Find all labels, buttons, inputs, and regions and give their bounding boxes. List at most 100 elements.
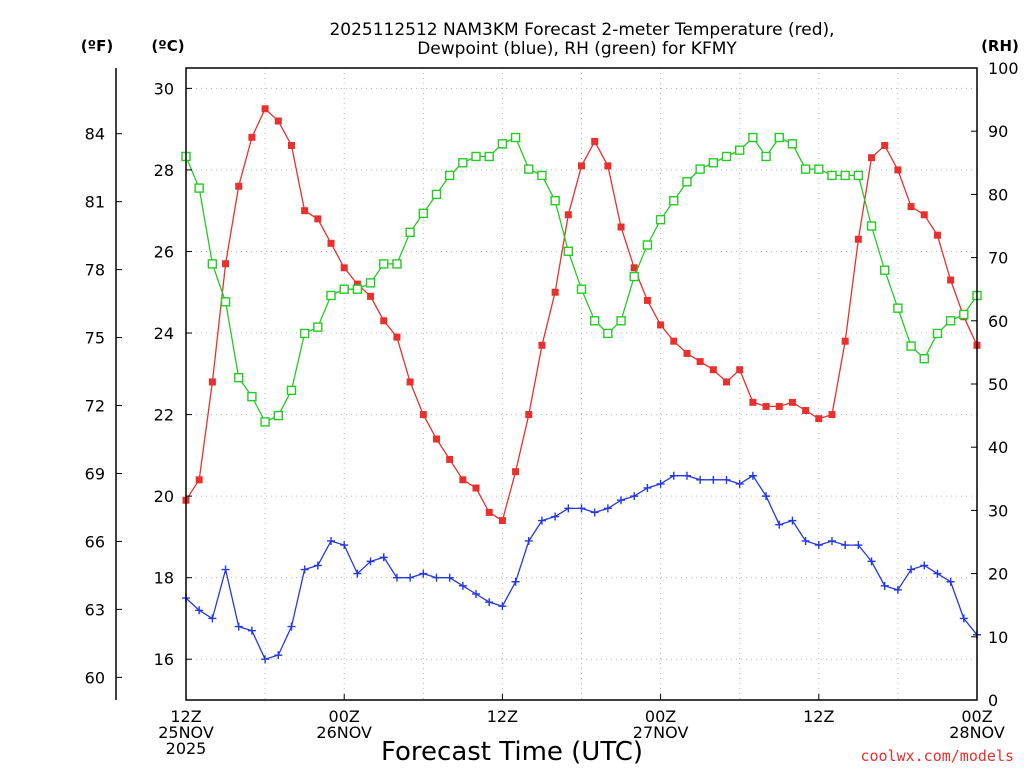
dewpoint-point	[327, 536, 336, 545]
x-tick-label: 2025	[166, 739, 207, 758]
dewpoint-point	[946, 577, 955, 586]
temperature-point	[393, 333, 401, 341]
rh-point	[827, 170, 837, 181]
dewpoint-point	[300, 565, 309, 574]
rh-point	[220, 297, 231, 307]
dewpoint-point	[617, 496, 626, 505]
temperature-point	[907, 203, 915, 211]
rh-point	[352, 284, 363, 294]
rh-point	[800, 164, 811, 174]
dewpoint-point	[524, 536, 533, 545]
temperature-point	[815, 415, 823, 423]
temperature-point	[762, 402, 770, 410]
rh-point	[774, 132, 784, 143]
fahrenheit-tick-label: 60	[85, 668, 105, 687]
dewpoint-point	[841, 541, 850, 550]
dewpoint-point	[432, 573, 441, 582]
rh-point	[247, 391, 257, 402]
temperature-point	[854, 235, 862, 243]
rh-line	[185, 136, 978, 423]
dewpoint-point	[472, 589, 481, 598]
temperature-point	[459, 476, 467, 484]
temperature-point	[881, 141, 889, 149]
temperature-point	[788, 398, 796, 406]
rh-point	[721, 151, 732, 162]
temperature-point	[564, 211, 572, 219]
temperature-point	[723, 378, 731, 386]
celsius-tick-label: 18	[154, 569, 174, 588]
rh-point	[906, 341, 916, 351]
temperature-point	[235, 182, 243, 190]
rh-point	[339, 284, 349, 294]
dewpoint-point	[261, 655, 270, 664]
rh-point	[313, 322, 323, 332]
rh-point	[299, 328, 310, 339]
temperature-point	[657, 321, 665, 329]
temperature-point	[617, 223, 625, 231]
temperature-point	[670, 337, 678, 345]
rh-point	[576, 284, 587, 294]
fahrenheit-tick-label: 75	[85, 329, 105, 348]
dewpoint-point	[748, 471, 757, 480]
rh-point	[273, 410, 283, 421]
celsius-tick-label: 30	[154, 79, 174, 98]
temperature-point	[709, 366, 717, 374]
temperature-point	[643, 296, 651, 304]
dewpoint-point	[827, 536, 836, 545]
dewpoint-point	[959, 614, 968, 623]
rh-point	[379, 259, 389, 269]
rh-point	[880, 265, 890, 275]
rh-tick-label: 60	[988, 312, 1008, 331]
x-tick-label: 27NOV	[633, 723, 689, 742]
rh-point	[365, 278, 376, 288]
fahrenheit-tick-label: 81	[85, 193, 105, 212]
rh-point	[840, 170, 850, 181]
temperature-point	[749, 398, 757, 406]
rh-point	[932, 328, 943, 339]
dewpoint-point	[577, 504, 586, 513]
rh-point	[655, 214, 666, 225]
temperature-point	[446, 455, 454, 463]
temperature-point	[591, 137, 599, 145]
dewpoint-point	[603, 504, 612, 513]
dewpoint-point	[867, 557, 876, 566]
temperature-point	[498, 517, 506, 525]
rh-point	[866, 221, 877, 231]
temperature-point	[367, 292, 375, 300]
celsius-unit-label: (ºC)	[151, 37, 184, 55]
dewpoint-point	[392, 573, 401, 582]
rh-tick-label: 70	[988, 249, 1008, 268]
dewpoint-point	[801, 536, 810, 545]
series-temperature	[182, 105, 981, 525]
rh-unit-label: (RH)	[981, 37, 1019, 55]
dewpoint-point	[920, 561, 929, 570]
rh-point	[589, 316, 600, 326]
rh-point	[642, 240, 653, 250]
rh-point	[418, 208, 428, 219]
dewpoint-point	[709, 475, 718, 484]
x-tick-label: 12Z	[803, 707, 834, 726]
rh-point	[735, 145, 745, 155]
rh-point	[853, 170, 864, 181]
temperature-point	[432, 435, 440, 443]
temperature-point	[802, 407, 810, 415]
data-series	[181, 105, 982, 664]
dewpoint-point	[274, 651, 283, 660]
rh-point	[563, 246, 574, 256]
x-tick-label: 00Z	[329, 707, 360, 726]
temperature-point	[578, 162, 585, 170]
rh-point	[550, 196, 560, 206]
temperature-point	[472, 484, 480, 492]
temperature-point	[287, 141, 295, 149]
temperature-point	[841, 337, 849, 345]
x-tick-label: 00Z	[961, 707, 992, 726]
dewpoint-point	[234, 622, 243, 631]
rh-point	[431, 189, 442, 200]
temperature-point	[340, 264, 348, 272]
temperature-point	[775, 402, 783, 410]
temperature-point	[894, 166, 902, 174]
rh-point	[484, 151, 494, 162]
fahrenheit-tick-label: 78	[85, 261, 105, 280]
dewpoint-point	[933, 569, 942, 578]
chart-title-line2: Dewpoint (blue), RH (green) for KFMY	[417, 39, 737, 59]
